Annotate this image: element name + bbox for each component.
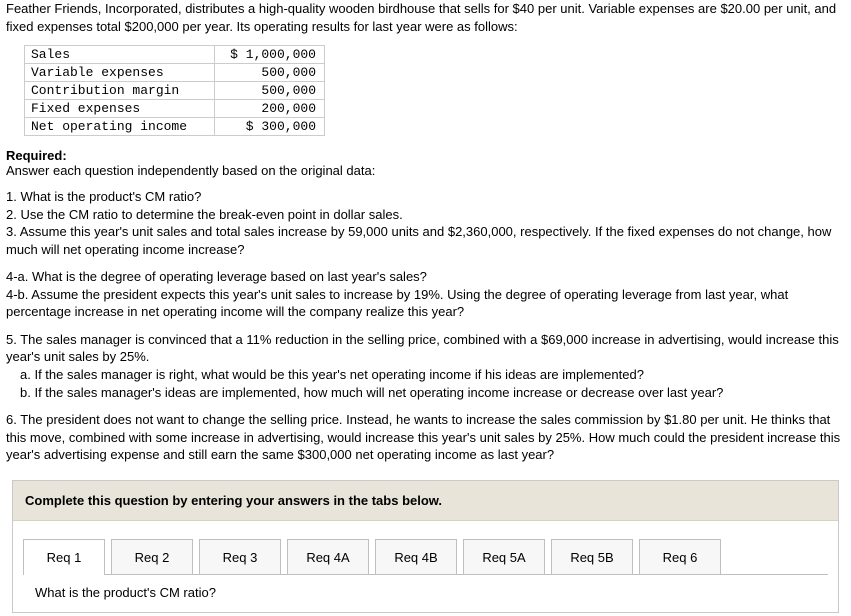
question-4b: 4-b. Assume the president expects this y… <box>6 286 845 321</box>
row-value: $ 1,000,000 <box>215 46 325 64</box>
table-row: Sales $ 1,000,000 <box>25 46 325 64</box>
question-1: 1. What is the product's CM ratio? <box>6 188 845 206</box>
table-row: Net operating income $ 300,000 <box>25 118 325 136</box>
required-heading: Required: <box>6 148 845 163</box>
tab-req-5a[interactable]: Req 5A <box>463 539 545 575</box>
required-subtext: Answer each question independently based… <box>6 163 845 178</box>
active-tab-question: What is the product's CM ratio? <box>23 574 828 612</box>
tab-req-1[interactable]: Req 1 <box>23 539 105 575</box>
question-6: 6. The president does not want to change… <box>6 411 845 464</box>
question-4a: 4-a. What is the degree of operating lev… <box>6 268 845 286</box>
row-label: Net operating income <box>25 118 215 136</box>
row-label: Contribution margin <box>25 82 215 100</box>
row-value: 500,000 <box>215 82 325 100</box>
tab-req-3[interactable]: Req 3 <box>199 539 281 575</box>
income-statement-table: Sales $ 1,000,000 Variable expenses 500,… <box>24 45 325 136</box>
tabs-row: Req 1 Req 2 Req 3 Req 4A Req 4B Req 5A R… <box>23 539 828 575</box>
tab-req-6[interactable]: Req 6 <box>639 539 721 575</box>
tab-req-4b[interactable]: Req 4B <box>375 539 457 575</box>
table-row: Fixed expenses 200,000 <box>25 100 325 118</box>
row-value: 500,000 <box>215 64 325 82</box>
table-row: Variable expenses 500,000 <box>25 64 325 82</box>
row-value: $ 300,000 <box>215 118 325 136</box>
tab-req-5b[interactable]: Req 5B <box>551 539 633 575</box>
question-5b: b. If the sales manager's ideas are impl… <box>6 384 845 402</box>
row-value: 200,000 <box>215 100 325 118</box>
tab-req-4a[interactable]: Req 4A <box>287 539 369 575</box>
problem-intro: Feather Friends, Incorporated, distribut… <box>6 0 845 35</box>
row-label: Fixed expenses <box>25 100 215 118</box>
tab-req-2[interactable]: Req 2 <box>111 539 193 575</box>
question-5-lead: 5. The sales manager is convinced that a… <box>6 331 845 366</box>
question-5a: a. If the sales manager is right, what w… <box>6 366 845 384</box>
question-2: 2. Use the CM ratio to determine the bre… <box>6 206 845 224</box>
row-label: Variable expenses <box>25 64 215 82</box>
answer-panel-header: Complete this question by entering your … <box>13 481 838 521</box>
row-label: Sales <box>25 46 215 64</box>
question-3: 3. Assume this year's unit sales and tot… <box>6 223 845 258</box>
table-row: Contribution margin 500,000 <box>25 82 325 100</box>
answer-panel: Complete this question by entering your … <box>12 480 839 613</box>
